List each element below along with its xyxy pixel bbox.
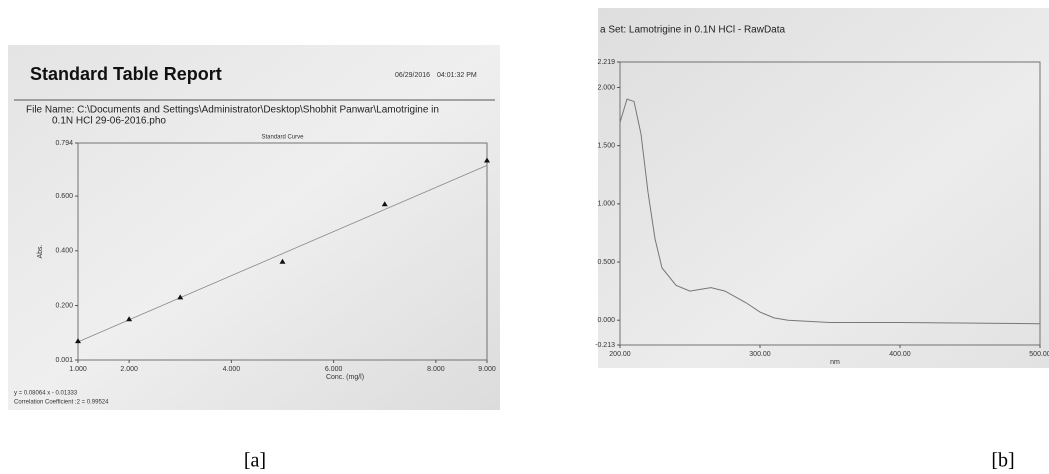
- x-tick-label: 8.000: [427, 366, 445, 373]
- data-point: [126, 316, 133, 322]
- x-tick-label: 300.00: [749, 351, 771, 358]
- report-time: 04:01:32 PM: [437, 72, 477, 79]
- spectrum-line: [619, 98, 1041, 325]
- photo-a: [8, 45, 500, 410]
- x-tick-label: 2.000: [120, 366, 138, 373]
- x-tick-label: 200.00: [609, 351, 631, 358]
- chart-title: Standard Curve: [261, 135, 304, 141]
- x-tick-label: 1.000: [69, 366, 87, 373]
- photo-b: [598, 8, 1049, 368]
- data-point: [177, 294, 184, 300]
- x-tick-label: 9.000: [478, 366, 496, 373]
- chart-title: a Set: Lamotrigine in 0.1N HCl - RawData: [600, 25, 786, 36]
- x-axis-label: Conc. (mg/l): [326, 374, 364, 381]
- data-point: [381, 201, 388, 207]
- data-point: [279, 258, 286, 264]
- x-axis-label: nm: [830, 359, 840, 366]
- x-tick-label: 6.000: [325, 366, 343, 373]
- y-tick-label: 0.200: [55, 302, 73, 309]
- equation: y = 0.08064 x - 0.01333: [14, 391, 78, 397]
- y-tick-label: 2.219: [597, 59, 615, 66]
- trendline: [77, 164, 488, 343]
- y-tick-label: 0.400: [55, 248, 73, 255]
- y-tick-label: -0.213: [595, 342, 615, 349]
- file-name: 0.1N HCl 29-06-2016.pho: [52, 116, 166, 127]
- y-tick-label: 0.001: [55, 357, 73, 364]
- x-tick-label: 400.00: [889, 351, 911, 358]
- file-name: File Name: C:\Documents and Settings\Adm…: [26, 105, 439, 116]
- y-tick-label: 0.000: [597, 317, 615, 324]
- y-tick-label: 0.500: [597, 259, 615, 266]
- y-tick-label: 0.794: [55, 140, 73, 147]
- data-point: [484, 157, 490, 163]
- y-axis-label: Abs.: [37, 244, 44, 258]
- y-tick-label: 2.000: [597, 84, 615, 91]
- data-point: [75, 338, 81, 344]
- y-tick-label: 1.500: [597, 143, 615, 150]
- caption: [a]: [244, 450, 266, 472]
- caption: [b]: [991, 450, 1014, 472]
- correlation: Correlation Coefficient :2 = 0.99524: [14, 400, 109, 406]
- plot-frame: [77, 142, 488, 361]
- report-title: Standard Table Report: [30, 64, 222, 84]
- x-tick-label: 4.000: [223, 366, 241, 373]
- y-tick-label: 1.000: [597, 201, 615, 208]
- x-tick-label: 500.00: [1029, 351, 1049, 358]
- report-date: 06/29/2016: [395, 72, 430, 79]
- y-tick-label: 0.600: [55, 193, 73, 200]
